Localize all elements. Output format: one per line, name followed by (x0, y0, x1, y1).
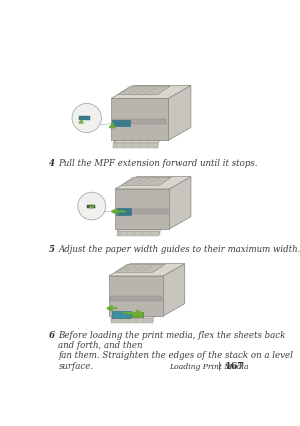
Polygon shape (111, 317, 156, 318)
Polygon shape (118, 229, 160, 233)
Polygon shape (113, 143, 158, 148)
Polygon shape (111, 317, 153, 322)
Text: Loading Print Media: Loading Print Media (169, 363, 249, 371)
Polygon shape (116, 208, 130, 215)
Circle shape (78, 192, 106, 220)
Polygon shape (79, 116, 90, 121)
Polygon shape (114, 141, 158, 145)
Text: 4: 4 (49, 159, 55, 168)
Polygon shape (112, 121, 130, 126)
Polygon shape (115, 189, 169, 229)
Polygon shape (118, 228, 162, 230)
Polygon shape (169, 177, 191, 229)
Polygon shape (121, 177, 171, 185)
Polygon shape (118, 227, 162, 229)
Polygon shape (118, 230, 159, 235)
Polygon shape (115, 177, 191, 189)
Polygon shape (116, 209, 168, 214)
Polygon shape (117, 230, 162, 231)
Polygon shape (111, 98, 168, 141)
Text: |: | (218, 363, 221, 371)
Polygon shape (113, 141, 160, 143)
Polygon shape (114, 140, 160, 142)
Polygon shape (130, 312, 143, 317)
Polygon shape (111, 318, 153, 323)
Polygon shape (112, 314, 156, 316)
Polygon shape (109, 264, 185, 276)
Polygon shape (110, 296, 161, 301)
Text: 6: 6 (49, 331, 55, 340)
Text: Pull the MPF extension forward until it stops.: Pull the MPF extension forward until it … (58, 159, 258, 168)
Polygon shape (114, 142, 158, 147)
Polygon shape (118, 86, 170, 95)
Polygon shape (113, 119, 166, 124)
Polygon shape (111, 86, 191, 98)
Polygon shape (109, 276, 163, 316)
Polygon shape (111, 315, 156, 317)
Text: 5: 5 (49, 245, 55, 254)
Polygon shape (114, 138, 161, 141)
Circle shape (72, 104, 101, 132)
Polygon shape (112, 311, 130, 317)
Polygon shape (117, 231, 159, 236)
Polygon shape (112, 316, 153, 321)
Text: Adjust the paper width guides to their maximum width.: Adjust the paper width guides to their m… (58, 245, 300, 254)
Polygon shape (115, 264, 165, 272)
Polygon shape (163, 264, 185, 316)
Polygon shape (168, 86, 191, 141)
Text: Before loading the print media, flex the sheets back and forth, and then
fan the: Before loading the print media, flex the… (58, 331, 293, 371)
Polygon shape (87, 204, 95, 207)
Text: 167: 167 (225, 363, 245, 371)
